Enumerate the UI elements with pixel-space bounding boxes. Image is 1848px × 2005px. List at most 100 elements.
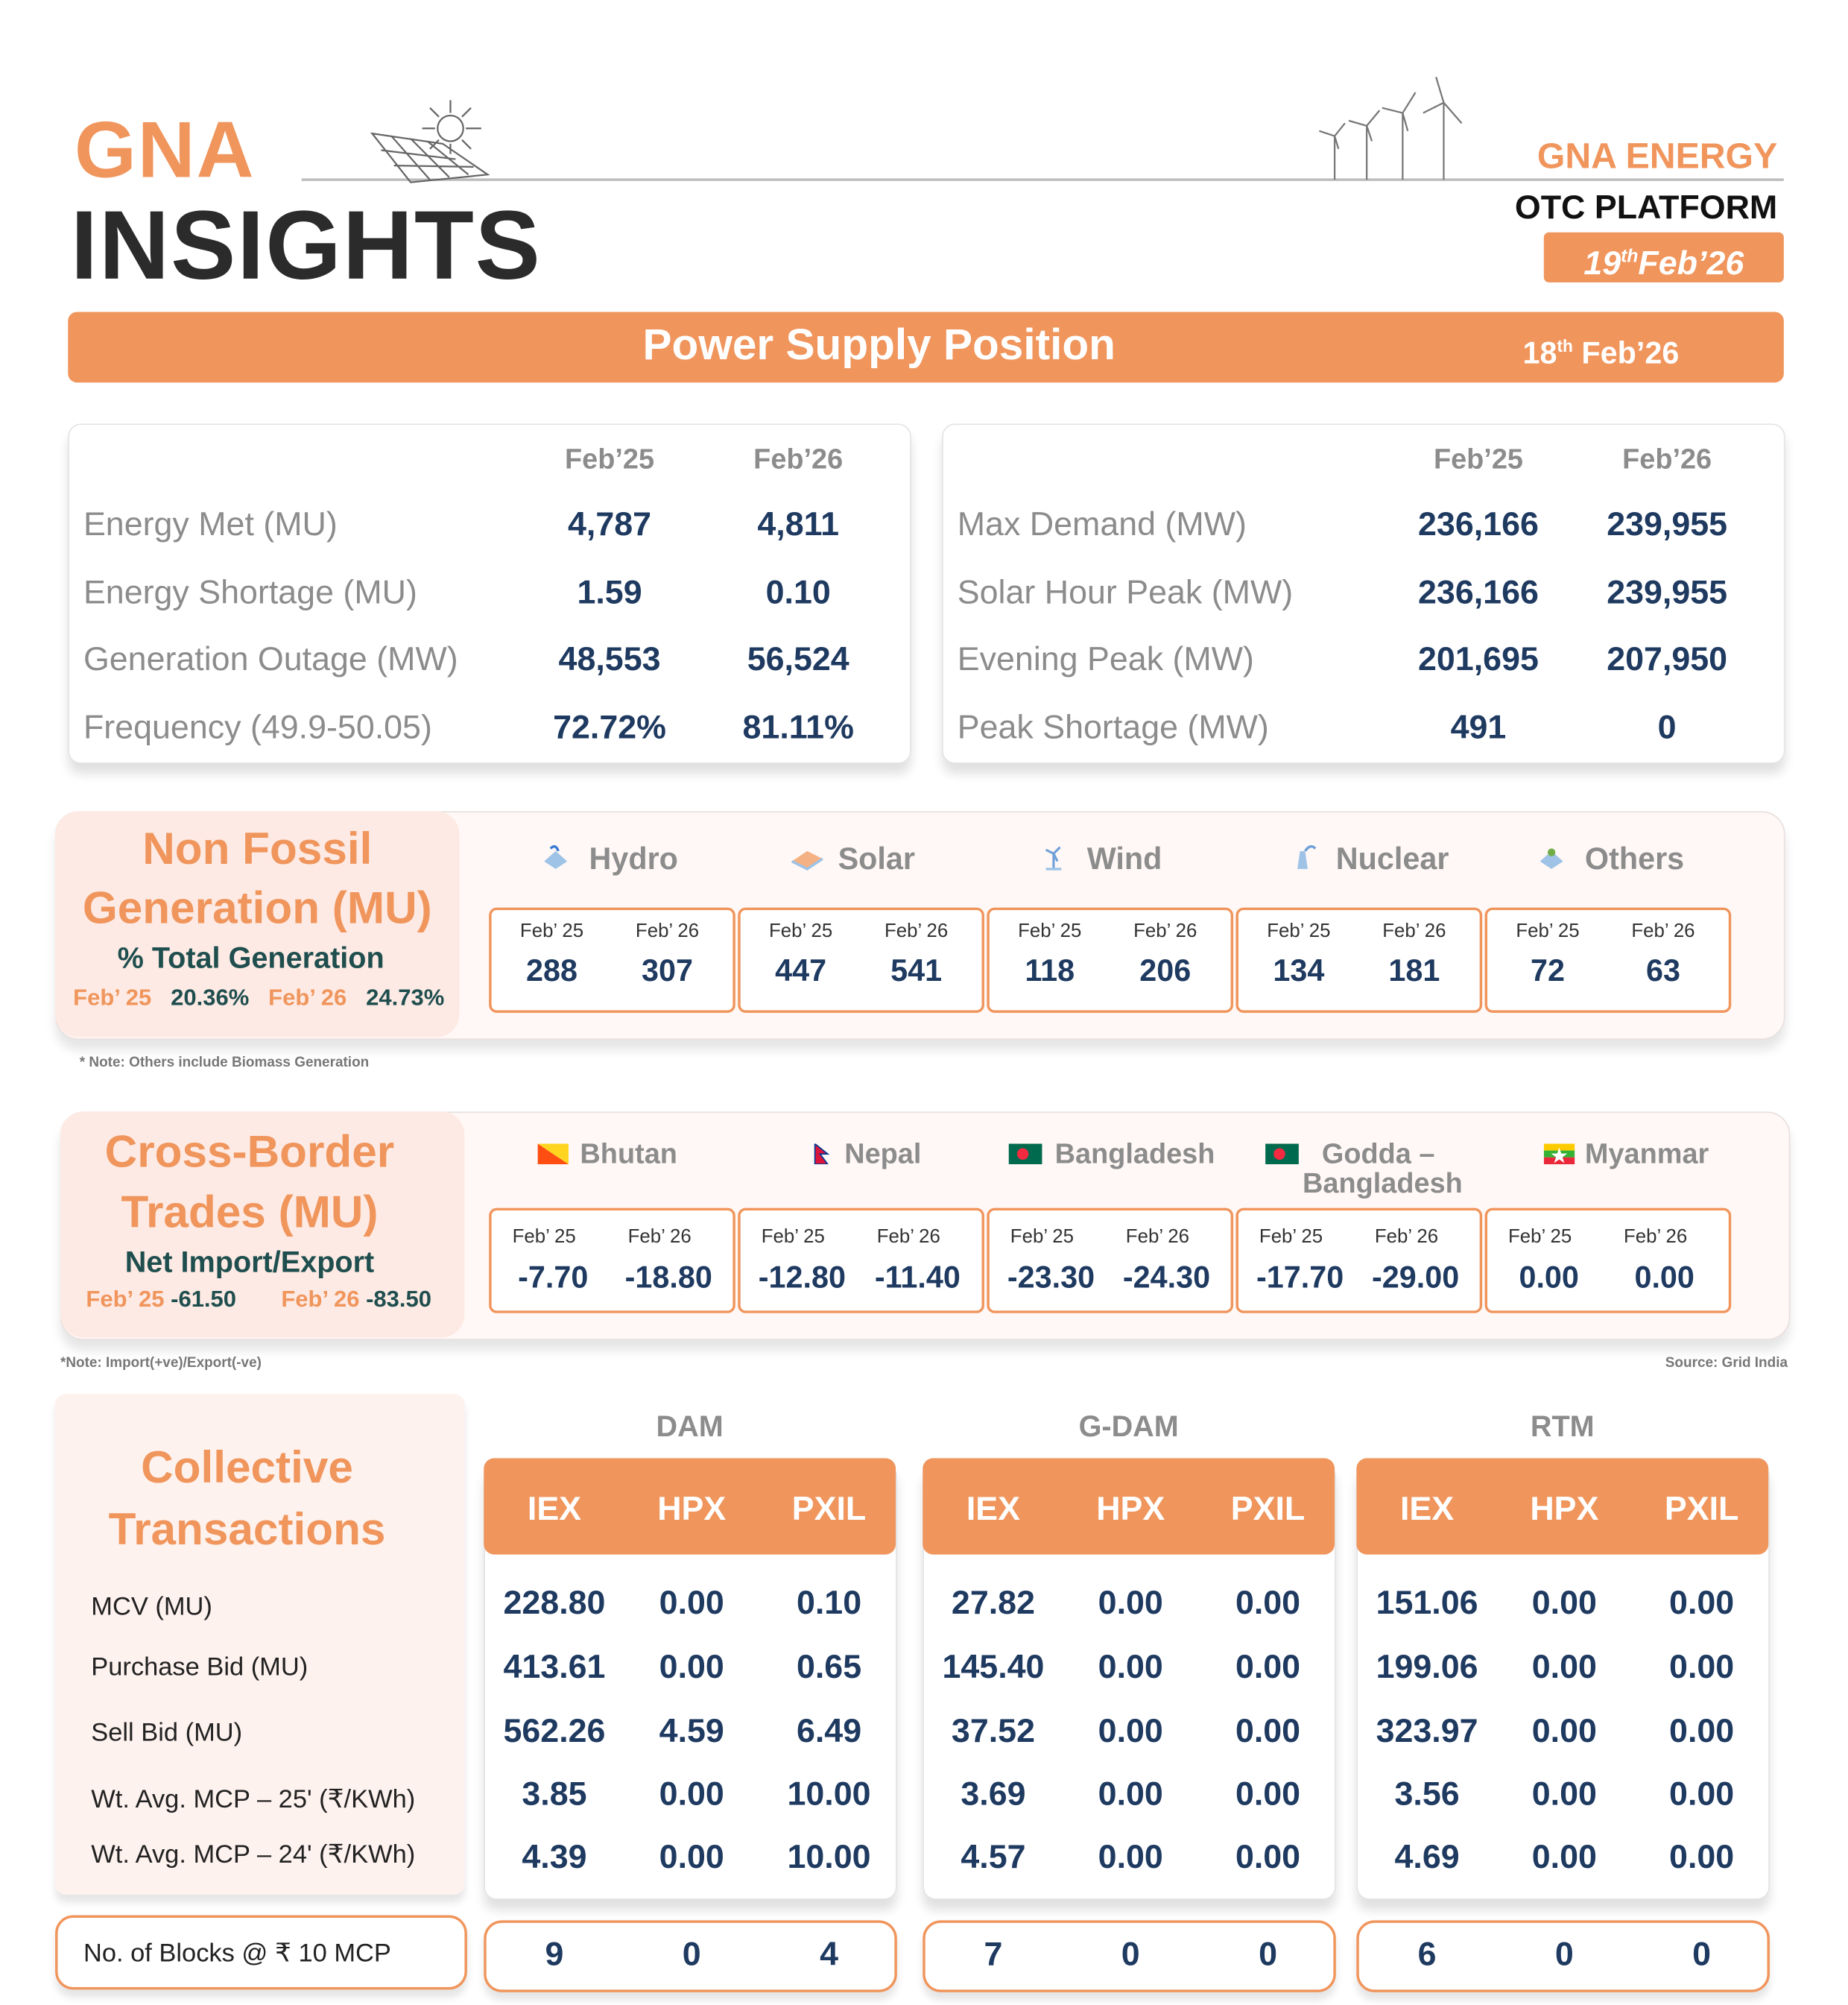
period-label: Feb’ 25 [1259, 1225, 1323, 1248]
blocks-label: No. of Blocks @ ₹ 10 MCP [83, 1939, 391, 1968]
metric-label: Energy Shortage (MU) [83, 572, 417, 611]
market-value: 0.00 [659, 1774, 724, 1813]
period-label: Feb’ 26 [876, 1225, 940, 1248]
exchange-name: PXIL [791, 1488, 867, 1528]
period-label: Feb’ 25 [1018, 920, 1082, 943]
market-value: 0.00 [1098, 1837, 1163, 1876]
exchange-header [923, 1458, 1335, 1555]
market-value: 0.00 [1531, 1774, 1597, 1813]
metric-value-prev: 201,695 [1418, 639, 1539, 678]
generation-prev: 288 [526, 953, 578, 989]
metric-value-prev: 236,166 [1418, 572, 1539, 611]
market-value: 6.49 [796, 1711, 862, 1750]
brand-name: GNA ENERGY [1537, 136, 1778, 176]
market-value: 4.69 [1394, 1837, 1460, 1876]
trade-values-box [489, 1207, 735, 1313]
market-value: 0.00 [1098, 1582, 1163, 1622]
blocks-value: 9 [545, 1934, 564, 1974]
period-label: Feb’ 25 [769, 920, 833, 943]
market-value: 0.00 [1669, 1774, 1735, 1813]
period-label: Feb’ 25 [519, 920, 584, 943]
exchange-name: HPX [1096, 1488, 1165, 1528]
non-fossil-title-line1: Non Fossil [142, 824, 373, 874]
period-label: Feb’ 25 [761, 1225, 825, 1248]
generation-curr: 307 [642, 953, 694, 989]
nepal-flag-icon [814, 1143, 830, 1165]
country-name: Nepal [844, 1137, 922, 1169]
market-value: 27.82 [951, 1582, 1036, 1622]
column-header: Feb’25 [565, 443, 655, 476]
exchange-name: PXIL [1664, 1488, 1739, 1528]
generation-curr: 206 [1139, 953, 1192, 989]
solar-icon [791, 850, 823, 871]
metric-label: Evening Peak (MW) [957, 639, 1254, 678]
market-value: 0.00 [659, 1646, 724, 1686]
metric-value-curr: 4,811 [757, 504, 839, 543]
blocks-value: 4 [820, 1934, 839, 1974]
exchange-name: HPX [657, 1488, 727, 1528]
metric-label: Energy Met (MU) [83, 504, 338, 543]
metric-value-curr: 0 [1657, 707, 1677, 746]
market-value: 0.65 [796, 1646, 862, 1686]
country-name-line2: Bangladesh [1303, 1166, 1463, 1199]
metric-label: Solar Hour Peak (MW) [957, 572, 1294, 611]
exchange-name: IEX [966, 1488, 1021, 1528]
market-value: 10.00 [787, 1837, 871, 1876]
market-value: 0.00 [1669, 1582, 1735, 1622]
source-values-box [1484, 907, 1732, 1013]
solar-panel-illustration-icon [370, 100, 490, 183]
share-label: Feb’ 25 [73, 984, 152, 1011]
cross-border-title-line2: Trades (MU) [121, 1187, 379, 1238]
net-label: Feb’ 25 [86, 1286, 165, 1313]
share-label: Feb’ 26 [268, 984, 347, 1011]
source-name: Nuclear [1335, 842, 1449, 877]
non-fossil-title-line2: Generation (MU) [82, 882, 432, 934]
blocks-value: 0 [682, 1934, 701, 1974]
column-header: Feb’26 [1622, 443, 1712, 476]
others-icon [1540, 848, 1563, 869]
blocks-box [484, 1920, 897, 1992]
section-banner [68, 312, 1784, 383]
market-value: 0.00 [1235, 1646, 1301, 1686]
source-values-box [1235, 907, 1483, 1013]
market-value: 0.00 [1531, 1711, 1597, 1750]
generation-curr: 541 [890, 953, 943, 989]
metric-label: Max Demand (MW) [957, 504, 1247, 543]
market-value: 199.06 [1376, 1646, 1478, 1686]
market-value: 145.40 [942, 1646, 1045, 1686]
period-label: Feb’ 26 [1382, 920, 1446, 943]
cross-border-net: Feb’ 25 -61.50 Feb’ 26 -83.50 [86, 1286, 431, 1313]
net-label: Feb’ 26 [281, 1286, 360, 1313]
market-name: DAM [656, 1409, 724, 1443]
collective-row-label: Wt. Avg. MCP – 24' (₹/KWh) [91, 1840, 416, 1869]
market-value: 0.00 [1669, 1646, 1735, 1686]
metric-value-prev: 48,553 [558, 639, 661, 678]
column-header: Feb’25 [1433, 443, 1523, 476]
bangladesh-flag-icon [1008, 1143, 1042, 1165]
date-suffix: th [1621, 246, 1639, 268]
non-fossil-note: * Note: Others include Biomass Generatio… [79, 1055, 370, 1071]
market-value: 151.06 [1376, 1582, 1478, 1622]
market-value: 0.00 [1531, 1582, 1597, 1622]
period-label: Feb’ 26 [1624, 1225, 1688, 1248]
market-value: 3.85 [522, 1774, 587, 1813]
market-value: 0.00 [1235, 1582, 1301, 1622]
market-value: 10.00 [787, 1774, 871, 1813]
section-title: Power Supply Position [642, 321, 1116, 370]
market-value: 37.52 [951, 1711, 1036, 1750]
country-name: Myanmar [1584, 1137, 1709, 1169]
market-value: 0.00 [1531, 1646, 1597, 1686]
collective-title-line1: Collective [141, 1442, 353, 1493]
source-name: Hydro [589, 842, 678, 877]
period-label: Feb’ 25 [1267, 920, 1331, 943]
collective-row-label: Purchase Bid (MU) [91, 1653, 308, 1682]
market-value: 0.00 [659, 1837, 724, 1876]
metric-value-prev: 236,166 [1418, 504, 1539, 543]
trade-prev: -12.80 [758, 1260, 846, 1295]
report-date-badge: 19thFeb’26 [1543, 232, 1784, 282]
market-value: 4.59 [659, 1711, 724, 1750]
blocks-value: 0 [1121, 1934, 1140, 1974]
wind-turbines-illustration-icon [1319, 77, 1463, 180]
metric-value-curr: 0.10 [765, 572, 831, 611]
